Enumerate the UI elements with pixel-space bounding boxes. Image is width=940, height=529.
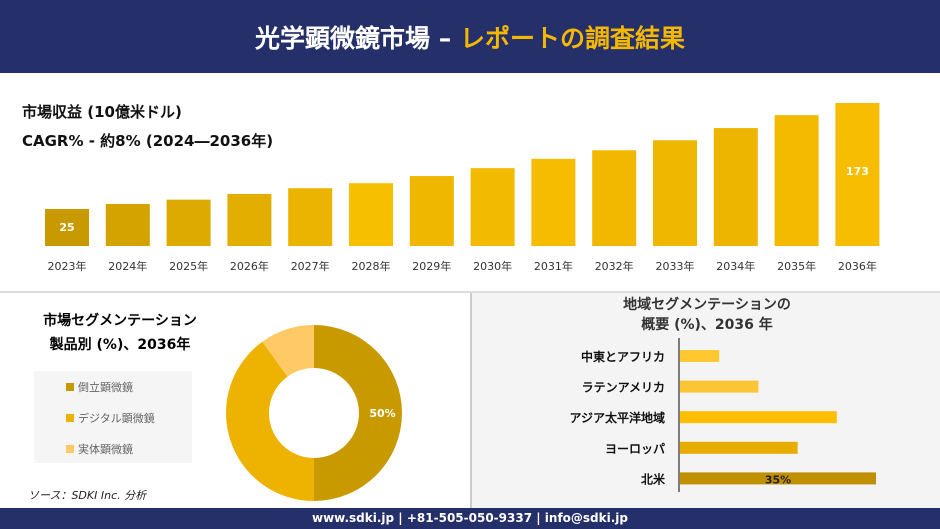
revenue-bar	[409, 176, 454, 246]
revenue-bar	[774, 115, 819, 246]
region-title: 地域セグメンテーションの	[623, 297, 791, 313]
year-tick-label: 2030年	[473, 259, 512, 273]
bar-data-label: 25	[59, 221, 74, 234]
region-label: 北米	[641, 471, 666, 486]
donut-slice	[262, 325, 314, 377]
slice-label: 50%	[369, 407, 395, 420]
legend-item: 実体顕微鏡	[34, 433, 192, 464]
legend-item: デジタル顕微鏡	[34, 402, 192, 433]
legend-swatch	[66, 382, 74, 391]
year-tick-label: 2025年	[169, 259, 208, 273]
region-bar	[680, 472, 876, 485]
legend-swatch	[66, 444, 74, 453]
revenue-bar	[653, 140, 697, 246]
report-header: 光学顕微鏡市場 – レポートの調査結果	[0, 0, 940, 73]
revenue-bar	[105, 203, 150, 246]
cagr-label: CAGR% - 約8% (2024―2036年)	[22, 132, 274, 150]
revenue-bar	[592, 150, 637, 246]
region-label: ヨーロッパ	[605, 442, 665, 456]
region-label: ラテンアメリカ	[582, 381, 665, 395]
region-bar	[680, 411, 837, 424]
year-tick-label: 2034年	[716, 259, 755, 273]
region-bar	[680, 350, 720, 362]
region-label: アジア太平洋地域	[569, 410, 665, 425]
region-subtitle: 概要 (%)、2036 年	[641, 317, 773, 333]
revenue-label: 市場収益 (10億米ドル)	[22, 103, 182, 121]
revenue-bar	[349, 183, 393, 246]
year-tick-label: 2031年	[534, 259, 573, 273]
legend-label: 実体顕微鏡	[78, 442, 133, 456]
bar-data-label: 35%	[765, 473, 791, 486]
year-tick-label: 2029年	[412, 259, 451, 273]
legend-swatch	[66, 413, 74, 422]
bar-data-label: 173	[846, 165, 869, 178]
legend-label: デジタル顕微鏡	[78, 411, 155, 425]
region-segment-panel: 地域セグメンテーションの 概要 (%)、2036 年 中東とアフリカ ラテンアメリ…	[470, 293, 940, 508]
revenue-bar	[166, 199, 211, 246]
revenue-bar	[835, 103, 880, 246]
revenue-chart: 2023年 25 2024年 2025年 2026年 2027年 2028年 2029年 203…	[45, 103, 880, 273]
segment-subtitle: 製品別 (%)、2036年	[49, 337, 191, 353]
segment-title: 市場セグメンテーション	[43, 313, 197, 329]
divider	[0, 291, 940, 293]
year-tick-label: 2035年	[777, 259, 816, 273]
product-segment-panel: 市場セグメンテーション 製品別 (%)、2036年 倒立顕微鏡 デジタル顕微鏡 …	[0, 293, 470, 508]
donut-slice	[226, 341, 314, 501]
revenue-bar	[45, 208, 89, 246]
revenue-bar	[470, 168, 515, 246]
header-title: 光学顕微鏡市場 –	[255, 23, 452, 53]
region-label: 中東とアフリカ	[581, 349, 665, 364]
revenue-bar	[288, 188, 333, 246]
legend: 倒立顕微鏡 デジタル顕微鏡 実体顕微鏡	[34, 371, 192, 463]
region-bar	[680, 441, 798, 454]
revenue-bar	[531, 158, 576, 246]
year-tick-label: 2027年	[291, 259, 330, 273]
revenue-bar	[713, 128, 758, 246]
revenue-panel: 市場収益 (10億米ドル) CAGR% - 約8% (2024―2036年) 2…	[0, 73, 940, 291]
donut-slice	[314, 325, 402, 501]
year-tick-label: 2036年	[838, 259, 877, 273]
source-note: ソース：SDKI Inc. 分析	[28, 489, 147, 502]
year-tick-label: 2023年	[48, 259, 87, 273]
legend-item: 倒立顕微鏡	[34, 371, 192, 402]
footer-contact: www.sdki.jp | +81-505-050-9337 | info@sd…	[0, 508, 940, 529]
year-tick-label: 2026年	[230, 259, 269, 273]
revenue-bar	[227, 193, 272, 246]
product-donut-chart: 50%	[226, 325, 402, 501]
year-tick-label: 2028年	[352, 259, 391, 273]
region-bar	[680, 380, 759, 393]
header-title-accent: レポートの調査結果	[459, 23, 685, 53]
legend-label: 倒立顕微鏡	[78, 380, 133, 394]
year-tick-label: 2033年	[656, 259, 695, 273]
year-tick-label: 2024年	[108, 259, 147, 273]
year-tick-label: 2032年	[595, 259, 634, 273]
